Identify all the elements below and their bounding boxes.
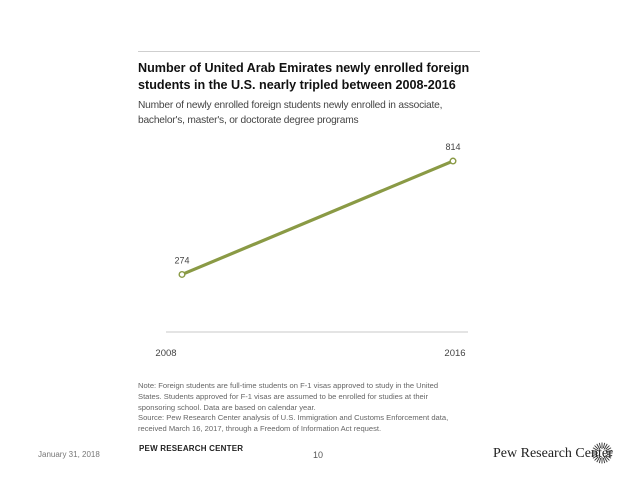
data-point-2016: [449, 157, 457, 165]
sunburst-ray: [594, 445, 599, 450]
sunburst-ray: [598, 442, 602, 449]
sunburst-ray: [606, 449, 613, 453]
source-line-1: Source: Pew Research Center analysis of …: [138, 413, 449, 423]
sunburst-ray: [602, 457, 606, 464]
sunburst-ray: [605, 447, 612, 452]
sunburst-ray: [591, 449, 598, 453]
sunburst-ray: [596, 443, 601, 450]
chart-subtitle: Number of newly enrolled foreign student…: [138, 98, 478, 128]
sunburst-ray: [598, 457, 602, 464]
sunburst-ray: [603, 456, 608, 463]
chart-subtitle-line-1: Number of newly enrolled foreign student…: [138, 100, 443, 111]
top-divider: [138, 51, 480, 52]
brand-name: Pew Research Center: [493, 446, 613, 461]
note-line-3: sponsoring school. Data are based on cal…: [138, 402, 316, 412]
note-line-2: States. Students approved for F-1 visas …: [138, 391, 428, 401]
pew-sunburst-icon: [591, 442, 613, 464]
sunburst-ray: [594, 456, 599, 461]
source-line-2: received March 16, 2017, through a Freed…: [138, 424, 382, 434]
x-tick-label-2016: 2016: [444, 348, 465, 359]
sunburst-ray: [591, 453, 598, 457]
sunburst-ray: [596, 456, 601, 463]
chart-title-line-1: Number of United Arab Emirates newly enr…: [138, 61, 470, 75]
x-tick-label-2008: 2008: [155, 348, 176, 359]
note-line-1: Note: Foreign students are full-time stu…: [138, 381, 439, 390]
sunburst-ray: [605, 445, 610, 450]
series-line: [180, 159, 455, 277]
sunburst-ray: [603, 443, 608, 450]
chart-title: Number of United Arab Emirates newly enr…: [138, 60, 488, 94]
chart-notes: Note: Foreign students are full-time stu…: [138, 381, 483, 435]
data-point-2008: [178, 270, 186, 278]
footer-org: PEW RESEARCH CENTER: [139, 444, 244, 453]
sunburst-ray: [606, 453, 613, 457]
sunburst-ray: [602, 442, 606, 449]
sunburst-ray: [592, 454, 599, 459]
chart-subtitle-line-2: bachelor's, master's, or doctorate degre…: [138, 115, 359, 126]
chart-title-line-2: students in the U.S. nearly tripled betw…: [138, 78, 456, 92]
sunburst-ray: [605, 454, 612, 459]
sunburst-ray: [592, 447, 599, 452]
data-label-2016: 814: [445, 142, 460, 152]
page-number: 10: [313, 450, 324, 460]
sunburst-ray: [605, 456, 610, 461]
data-label-2008: 274: [174, 255, 189, 265]
footer-date: January 31, 2018: [38, 450, 100, 459]
line-chart: 274 814 2008 2016: [155, 142, 468, 359]
